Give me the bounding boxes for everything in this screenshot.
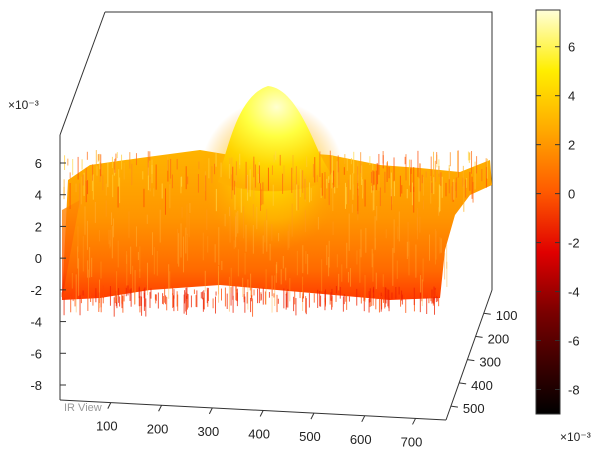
- x-tick-mark-1: [158, 405, 163, 412]
- x-tick-label-3: 400: [248, 427, 270, 442]
- x-tick-mark-4: [310, 412, 315, 420]
- z-tick-label-0: -8: [30, 378, 42, 393]
- z-tick-label-6: 4: [35, 188, 42, 203]
- colorbar-tick-label-2: 2: [568, 138, 575, 153]
- x-tick-mark-0: [107, 402, 112, 409]
- x-tick-mark-3: [259, 410, 264, 417]
- x-tick-label-2: 300: [198, 424, 220, 439]
- colorbar-tick-label-4: -2: [568, 236, 580, 251]
- colorbar-tick-label-0: 6: [568, 40, 575, 55]
- surface-mesh: [61, 86, 492, 317]
- z-axis-ticks: -8 -6 -4 -2 0 2 4 6: [30, 156, 66, 393]
- axes-box: [59, 11, 493, 421]
- y-tick-mark-0: [483, 312, 491, 315]
- watermark-text: IR View: [64, 402, 102, 414]
- surface-noise: [61, 150, 488, 317]
- colorbar-tick-label-7: -8: [568, 383, 580, 398]
- y-tick-label-1: 200: [488, 331, 510, 346]
- colorbar-tick-label-1: 4: [568, 89, 575, 104]
- y-tick-mark-2: [467, 359, 475, 362]
- y-axis-line: [445, 289, 493, 421]
- colorbar-multiplier-label: ×10⁻³: [560, 430, 591, 444]
- x-tick-mark-2: [208, 407, 213, 415]
- y-axis-ticks: 100 200 300 400 500: [450, 308, 518, 416]
- surface-peak: [218, 86, 335, 192]
- x-tick-mark-5: [361, 415, 366, 423]
- surface-front: [62, 200, 80, 300]
- x-tick-label-0: 100: [96, 419, 118, 434]
- x-tick-label-5: 600: [350, 432, 372, 447]
- x-axis-line: [59, 399, 447, 421]
- back-frame: [59, 11, 493, 290]
- y-tick-mark-3: [459, 382, 467, 385]
- y-tick-label-0: 100: [496, 308, 518, 323]
- z-tick-label-1: -6: [30, 346, 42, 361]
- colorbar-gradient: [535, 9, 561, 415]
- x-tick-label-6: 700: [401, 434, 423, 449]
- z-tick-label-2: -4: [30, 315, 42, 330]
- y-tick-mark-4: [450, 405, 458, 408]
- x-tick-label-4: 500: [299, 429, 321, 444]
- y-tick-label-3: 400: [471, 378, 493, 393]
- z-tick-label-7: 6: [35, 156, 42, 171]
- y-tick-label-2: 300: [479, 355, 501, 370]
- colorbar-ticks: 6 4 2 0 -2 -4 -6 -8: [536, 40, 580, 398]
- x-tick-mark-6: [412, 418, 416, 425]
- x-tick-label-1: 200: [147, 421, 169, 436]
- colorbar-tick-label-6: -6: [568, 334, 580, 349]
- z-tick-label-5: 2: [35, 219, 42, 234]
- z-tick-label-3: -2: [30, 283, 42, 298]
- z-multiplier-label: ×10⁻³: [8, 98, 39, 112]
- z-tick-label-4: 0: [35, 251, 42, 266]
- x-axis-ticks: 100 200 300 400 500 600 700: [96, 402, 423, 449]
- y-tick-mark-1: [475, 335, 483, 338]
- colorbar: 6 4 2 0 -2 -4 -6 -8 ×10⁻³: [535, 9, 591, 444]
- colorbar-tick-label-5: -4: [568, 285, 580, 300]
- y-tick-label-4: 500: [463, 401, 485, 416]
- colorbar-tick-label-3: 0: [568, 187, 575, 202]
